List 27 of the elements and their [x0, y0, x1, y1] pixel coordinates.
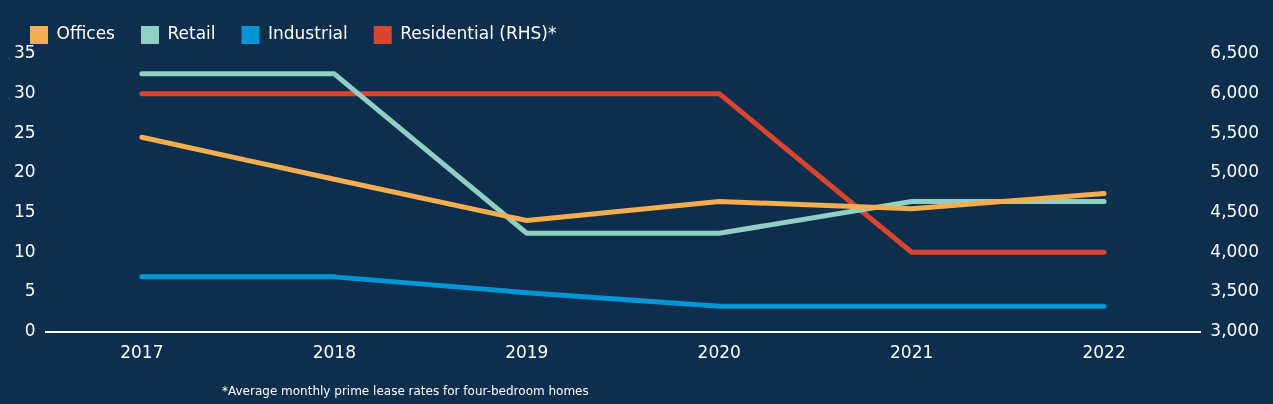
y-tick-label: 10 [13, 240, 36, 261]
text: *Average monthly prime lease rates for four-bedroom homes [222, 384, 589, 399]
y2-tick-label: 5,500 [1210, 121, 1259, 142]
y-tick-label: 0 [24, 320, 36, 341]
x-tick-label: 2017 [120, 342, 164, 363]
x-tick-label: 2020 [697, 342, 741, 363]
x-tick-label: 2021 [890, 342, 934, 363]
y-tick-label: 5 [24, 280, 36, 301]
legend-label: Residential (RHS)* [400, 23, 557, 44]
legend-label: Offices [56, 23, 116, 44]
y2-tick-label: 4,500 [1210, 201, 1259, 222]
x-tick-label: 2018 [312, 342, 356, 363]
y2-tick-label: 6,000 [1210, 82, 1259, 103]
y2-tick-label: 3,500 [1210, 280, 1259, 301]
y-tick-label: 30 [13, 82, 36, 103]
y2-tick-label: 4,000 [1210, 240, 1259, 261]
x-tick-label: 2019 [505, 342, 549, 363]
y2-tick-label: 6,500 [1210, 42, 1259, 63]
y2-tick-label: 5,000 [1210, 161, 1259, 182]
legend-label: Retail [167, 23, 216, 44]
y-tick-label: 25 [13, 121, 36, 142]
x-tick-label: 2022 [1082, 342, 1126, 363]
y-tick-label: 20 [13, 161, 36, 182]
legend-label: Industrial [268, 23, 348, 44]
y-tick-label: 35 [13, 42, 36, 63]
y-tick-label: 15 [13, 201, 36, 222]
y2-tick-label: 3,000 [1210, 320, 1259, 341]
